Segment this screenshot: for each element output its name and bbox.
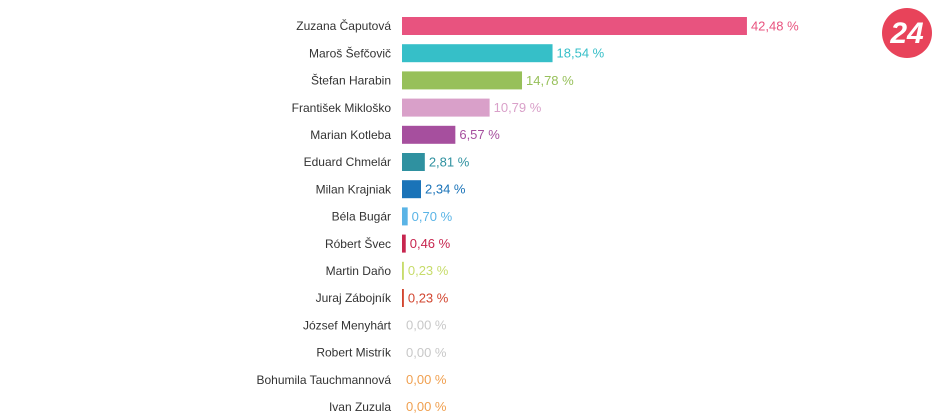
- category-label: František Mikloško: [292, 101, 392, 115]
- category-label: József Menyhárt: [303, 318, 392, 332]
- value-label: 0,00 %: [406, 372, 447, 387]
- logo-badge: [882, 8, 932, 58]
- logo: 24: [882, 8, 932, 58]
- value-label: 0,00 %: [406, 318, 447, 333]
- category-label: Juraj Zábojník: [316, 291, 392, 305]
- category-label: Robert Mistrík: [316, 346, 392, 360]
- bar: [402, 207, 408, 226]
- logo-text: 24: [889, 17, 924, 50]
- value-label: 6,57 %: [459, 127, 500, 142]
- value-label: 0,00 %: [406, 345, 447, 360]
- category-label: Bohumila Tauchmannová: [256, 373, 391, 387]
- bar: [402, 153, 425, 171]
- category-label: Milan Krajniak: [316, 182, 392, 196]
- value-label: 42,48 %: [751, 18, 799, 33]
- value-label: 14,78 %: [526, 73, 574, 88]
- value-label: 0,46 %: [410, 236, 451, 251]
- value-label: 18,54 %: [557, 46, 605, 61]
- value-label: 0,70 %: [412, 209, 453, 224]
- category-label: Martin Daňo: [326, 264, 392, 278]
- bar: [402, 17, 747, 35]
- category-label: Eduard Chmelár: [304, 155, 391, 169]
- value-label: 2,34 %: [425, 182, 466, 197]
- value-label: 0,00 %: [406, 399, 447, 414]
- category-label: Maroš Šefčovič: [309, 45, 391, 60]
- bar: [402, 125, 456, 144]
- category-label: Zuzana Čaputová: [296, 18, 391, 33]
- bar: [402, 98, 490, 117]
- category-label: Béla Bugár: [332, 210, 391, 224]
- value-label: 2,81 %: [429, 154, 470, 169]
- bar: [402, 289, 404, 307]
- bar: [402, 234, 406, 253]
- category-label: Ivan Zuzula: [329, 400, 391, 414]
- value-label: 0,23 %: [408, 290, 449, 305]
- bar: [402, 261, 404, 280]
- value-label: 10,79 %: [494, 100, 542, 115]
- value-label: 0,23 %: [408, 263, 449, 278]
- category-label: Štefan Harabin: [311, 73, 391, 88]
- bar: [402, 44, 553, 63]
- bar: [402, 71, 523, 90]
- category-label: Marian Kotleba: [310, 128, 391, 142]
- bar: [402, 180, 422, 199]
- category-label: Róbert Švec: [325, 236, 391, 251]
